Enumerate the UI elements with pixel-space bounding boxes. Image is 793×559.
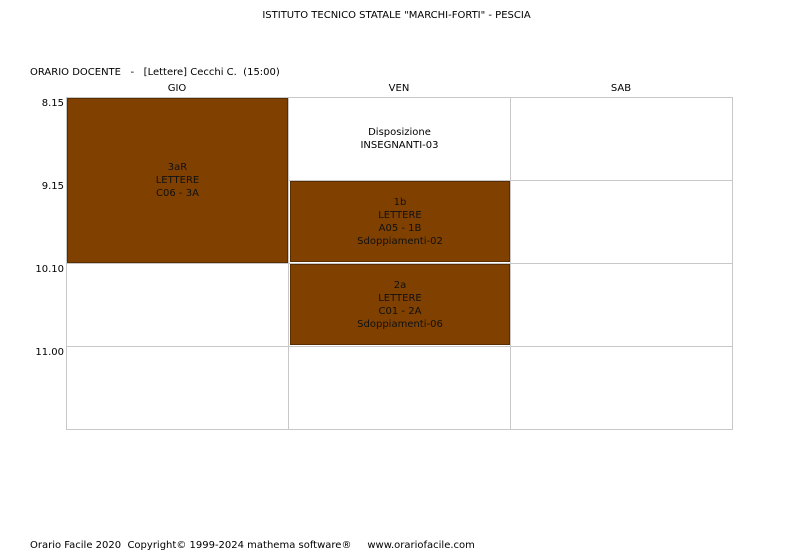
class-label: 1b (393, 196, 407, 208)
time-label-2: 9.15 (41, 181, 64, 192)
availability-cell-ven[interactable]: Disposizione INSEGNANTI-03 (289, 98, 510, 180)
group-label: Sdoppiamenti-06 (357, 318, 443, 330)
grid-divider (66, 263, 733, 264)
time-label-4: 11.00 (35, 347, 64, 358)
class-label: 3aR (167, 162, 188, 173)
lesson-cell-ven-2a[interactable]: 2a LETTERE C01 - 2A Sdoppiamenti-06 (290, 264, 510, 345)
time-label-3: 10.10 (35, 264, 64, 275)
room-label: A05 - 1B (378, 222, 422, 234)
subject-label: LETTERE (378, 209, 422, 221)
grid-divider (66, 180, 733, 181)
subject-label: LETTERE (155, 175, 200, 186)
time-label-1: 8.15 (41, 98, 64, 109)
footer-copyright: Orario Facile 2020 Copyright© 1999-2024 … (30, 540, 475, 551)
teacher-header: ORARIO DOCENTE - [Lettere] Cecchi C. (15… (30, 67, 280, 78)
group-label: INSEGNANTI-03 (360, 140, 439, 151)
lesson-cell-ven-1b[interactable]: 1b LETTERE A05 - 1B Sdoppiamenti-02 (290, 181, 510, 262)
room-label: C06 - 3A (156, 188, 199, 199)
class-label: 2a (393, 279, 407, 291)
day-header-ven: VEN (388, 83, 410, 94)
lesson-cell-gio-3ar[interactable]: 3aR LETTERE C06 - 3A (67, 98, 288, 263)
room-label: C01 - 2A (378, 305, 422, 317)
grid-divider (66, 346, 733, 347)
availability-label: Disposizione (368, 127, 431, 138)
day-header-gio: GIO (167, 83, 187, 94)
group-label: Sdoppiamenti-02 (357, 235, 443, 247)
school-title: ISTITUTO TECNICO STATALE "MARCHI-FORTI" … (262, 10, 531, 21)
day-header-sab: SAB (610, 83, 632, 94)
subject-label: LETTERE (378, 292, 422, 304)
